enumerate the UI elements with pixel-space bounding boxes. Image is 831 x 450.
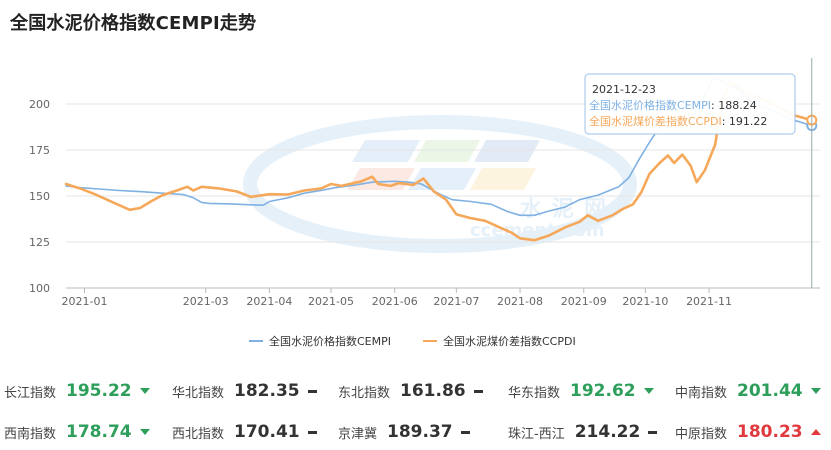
tooltip-cempi-value: 188.24	[718, 99, 757, 112]
tooltip-ccpdi-value: 191.22	[729, 115, 768, 128]
tooltip-background	[584, 73, 796, 135]
index-value: 170.41	[234, 422, 300, 442]
x-tick-label-5: 2021-07	[433, 295, 479, 308]
index-value: 178.74	[66, 422, 132, 442]
index-cell-jingjinji[interactable]: 京津冀 189.37	[338, 418, 470, 446]
index-name: 西南指数	[4, 426, 57, 442]
trend-flat-icon	[307, 430, 317, 434]
index-value: 182.35	[234, 381, 300, 401]
y-tick-label-2: 150	[29, 190, 50, 203]
chart-tooltip: 2021-12-23 全国水泥价格指数CEMPI: 188.24 全国水泥煤价差…	[584, 73, 796, 135]
x-tick-label-0: 2021-01	[62, 295, 108, 308]
index-value: 195.22	[66, 381, 132, 401]
tooltip-line-ccpdi: 全国水泥煤价差指数CCPDI: 191.22	[589, 114, 767, 128]
index-name: 华北指数	[172, 385, 225, 401]
trend-down-icon	[643, 388, 654, 394]
watermark-logo: 水泥网 ccement.com	[243, 115, 637, 253]
y-tick-label-1: 125	[29, 236, 50, 249]
x-tick-label-2: 2021-04	[246, 295, 292, 308]
index-cell-huabei[interactable]: 华北指数 182.35	[172, 377, 317, 405]
x-tick-label-1: 2021-03	[183, 295, 229, 308]
index-cell-xinan[interactable]: 西南指数 178.74	[4, 418, 150, 446]
x-tick-label-6: 2021-08	[497, 295, 543, 308]
tooltip-cempi-label: 全国水泥价格指数CEMPI	[589, 98, 711, 112]
tooltip-ccpdi-label: 全国水泥煤价差指数CCPDI	[589, 114, 722, 128]
trend-down-icon	[139, 429, 150, 435]
index-name: 华东指数	[508, 385, 561, 401]
index-cell-dongbei[interactable]: 东北指数 161.86	[338, 377, 483, 405]
x-tick-label-8: 2021-10	[622, 295, 668, 308]
index-name: 中南指数	[675, 385, 728, 401]
index-name: 京津冀	[338, 426, 378, 442]
y-tick-label-3: 175	[29, 144, 50, 157]
legend-item-cempi[interactable]: 全国水泥价格指数CEMPI	[249, 334, 391, 348]
index-cell-zhongyuan[interactable]: 中原指数 180.23	[675, 418, 821, 446]
trend-up-icon	[810, 429, 821, 435]
index-value: 201.44	[737, 381, 803, 401]
legend-label-ccpdi: 全国水泥煤价差指数CCPDI	[443, 334, 576, 348]
index-cell-zhujiang-xijiang[interactable]: 珠江-西江 214.22	[508, 418, 658, 446]
y-tick-label-0: 100	[29, 282, 50, 295]
index-name: 东北指数	[338, 385, 391, 401]
index-cell-zhongnan[interactable]: 中南指数 201.44	[675, 377, 821, 405]
index-row-2: 西南指数 178.74 西北指数 170.41 京津冀 189.37 珠江-西江…	[0, 418, 831, 446]
series-line-1[interactable]	[64, 80, 814, 242]
index-cell-changjiang[interactable]: 长江指数 195.22	[4, 377, 150, 405]
index-value: 161.86	[400, 381, 466, 401]
trend-flat-icon	[648, 430, 658, 434]
index-name: 长江指数	[4, 385, 57, 401]
legend-label-cempi: 全国水泥价格指数CEMPI	[269, 334, 391, 348]
trend-flat-icon	[307, 389, 317, 393]
index-name: 中原指数	[675, 426, 728, 442]
y-tick-label-4: 200	[29, 98, 50, 111]
x-tick-label-7: 2021-09	[561, 295, 607, 308]
index-name: 西北指数	[172, 426, 225, 442]
index-row-1: 长江指数 195.22 华北指数 182.35 东北指数 161.86 华东指数…	[0, 377, 831, 405]
page-title: 全国水泥价格指数CEMPI走势	[10, 13, 257, 34]
index-value: 192.62	[570, 381, 636, 401]
y-axis-ticks: 100 125 150 175 200	[29, 98, 50, 295]
trend-flat-icon	[460, 430, 470, 434]
index-value: 214.22	[574, 422, 641, 442]
trend-down-icon	[810, 388, 821, 394]
index-cell-huadong[interactable]: 华东指数 192.62	[508, 377, 654, 405]
x-tick-label-3: 2021-05	[308, 295, 354, 308]
x-tick-label-4: 2021-06	[372, 295, 418, 308]
chart-legend: 全国水泥价格指数CEMPI 全国水泥煤价差指数CCPDI	[249, 334, 576, 348]
tooltip-date: 2021-12-23	[592, 83, 656, 96]
tooltip-line-cempi: 全国水泥价格指数CEMPI: 188.24	[589, 98, 757, 112]
x-axis-ticks: 2021-01 2021-03 2021-04 2021-05 2021-06 2021-…	[62, 288, 732, 308]
x-tick-label-9: 2021-11	[686, 295, 732, 308]
legend-item-ccpdi[interactable]: 全国水泥煤价差指数CCPDI	[423, 334, 576, 348]
index-value: 189.37	[387, 422, 453, 442]
chart-container: 水泥网 ccement.com 100 125 150 175 200 2021-01 2…	[0, 44, 831, 374]
trend-flat-icon	[473, 389, 483, 393]
trend-down-icon	[139, 388, 150, 394]
index-value: 180.23	[737, 422, 803, 442]
index-cell-xibei[interactable]: 西北指数 170.41	[172, 418, 317, 446]
index-name: 珠江-西江	[508, 426, 565, 442]
